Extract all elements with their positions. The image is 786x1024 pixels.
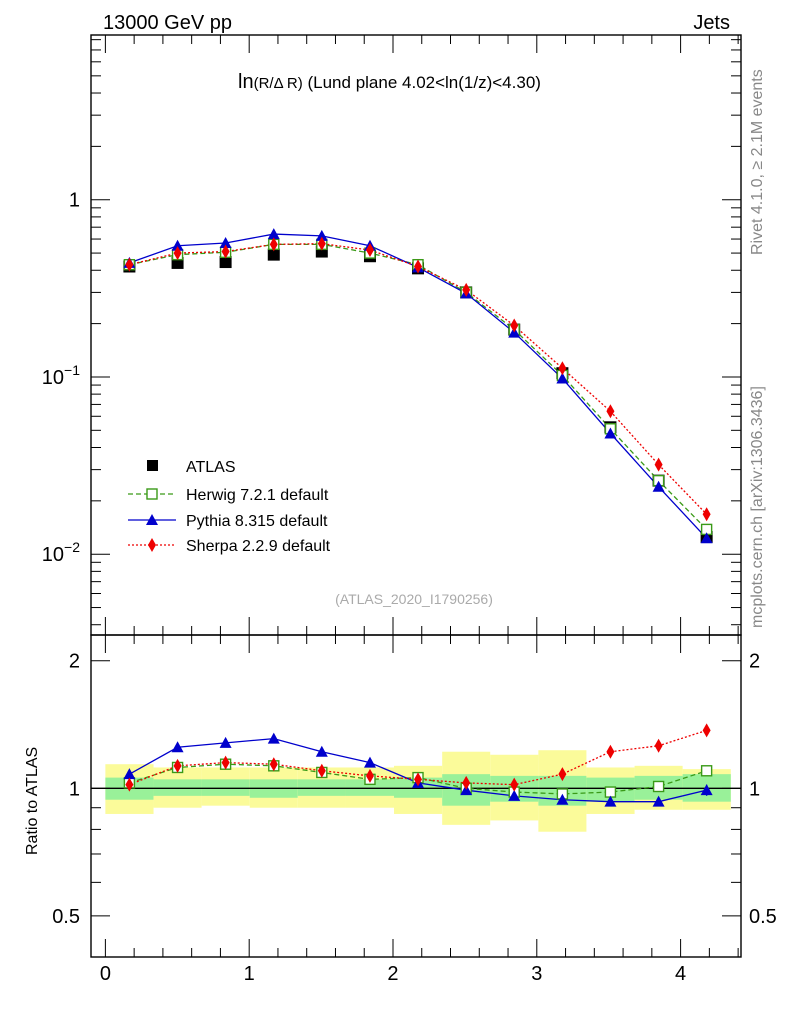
sherpa-point xyxy=(365,243,374,258)
pythia-point xyxy=(556,372,569,384)
pythia-ratio-point xyxy=(556,793,569,805)
sherpa-ratio-point xyxy=(414,772,423,787)
sherpa-point xyxy=(125,257,134,272)
atlas-data-point xyxy=(267,248,280,261)
main-y-tick-label: 10−1 xyxy=(42,362,80,389)
pythia-point xyxy=(652,480,665,492)
main-y-tick-label: 1 xyxy=(69,190,80,212)
sherpa-point xyxy=(221,244,230,259)
sherpa-point xyxy=(510,318,519,333)
ratio-uncertainty-bands xyxy=(91,750,741,832)
main-y-tick-exp: −2 xyxy=(64,539,80,555)
ratio-band-inner xyxy=(345,779,394,796)
sherpa-ratio-point xyxy=(702,723,711,738)
ratio-band-inner xyxy=(201,779,250,796)
chart-title: ln(R/Δ R) (Lund plane 4.02<ln(1/z)<4.30) xyxy=(238,71,541,93)
sherpa-ratio-point xyxy=(317,763,326,778)
ratio-series xyxy=(123,723,713,807)
mcplots-label: mcplots.cern.ch [arXiv:1306.3436] xyxy=(749,386,766,628)
legend: ATLAS Herwig 7.2.1 default Pythia 8.315 … xyxy=(128,459,331,555)
x-tick-label: 4 xyxy=(675,963,686,985)
pythia-point xyxy=(171,239,184,251)
main-series xyxy=(123,228,713,544)
pythia-point xyxy=(267,228,280,240)
herwig-ratio-point xyxy=(604,786,617,798)
sherpa-ratio-point xyxy=(654,738,663,753)
sherpa-ratio-point xyxy=(269,757,278,772)
ratio-y-tick-label-left: 0.5 xyxy=(52,906,80,928)
sherpa-point xyxy=(462,282,471,297)
sherpa-point xyxy=(606,404,615,419)
sherpa-ratio-point xyxy=(125,777,134,792)
sherpa-ratio-point xyxy=(510,777,519,792)
legend-label-pythia: Pythia 8.315 default xyxy=(186,513,328,530)
pythia-ratio-point xyxy=(267,732,280,744)
herwig-ratio-point xyxy=(700,765,713,777)
ratio-axes: 2 2 1 1 0.5 0.5 0 1 2 3 4 xyxy=(52,635,777,985)
legend-marker-herwig xyxy=(146,488,158,500)
sherpa-ratio-point xyxy=(558,767,567,782)
pythia-point xyxy=(700,532,713,544)
legend-marker-sherpa xyxy=(148,538,156,552)
sherpa-point xyxy=(317,236,326,251)
main-axes: 110−110−2 xyxy=(42,35,741,635)
x-tick-label: 0 xyxy=(100,963,111,985)
ratio-plot-frame xyxy=(90,634,742,958)
main-y-tick-label: 10−2 xyxy=(42,539,80,566)
ratio-y-tick-label-right: 0.5 xyxy=(749,906,777,928)
sherpa-ratio-point xyxy=(221,755,230,770)
ratio-y-tick-label-left: 1 xyxy=(69,778,80,800)
sherpa-point xyxy=(702,507,711,522)
pythia-point xyxy=(604,427,617,439)
ratio-axis-label: Ratio to ATLAS xyxy=(24,747,41,855)
title-frac: (R/Δ R) xyxy=(254,75,303,92)
pythia-ratio-point xyxy=(604,795,617,807)
ratio-band-inner xyxy=(153,779,202,796)
pythia-ratio-point xyxy=(700,784,713,796)
legend-label-atlas: ATLAS xyxy=(186,459,236,476)
pythia-ratio-point xyxy=(123,768,136,780)
x-tick-label: 3 xyxy=(531,963,542,985)
main-y-tick-base: 10 xyxy=(42,544,64,566)
pythia-ratio-point xyxy=(363,756,376,768)
x-tick-label: 1 xyxy=(244,963,255,985)
legend-marker-atlas xyxy=(147,460,158,471)
pythia-point xyxy=(315,229,328,241)
rivet-label: Rivet 4.1.0, ≥ 2.1M events xyxy=(749,69,766,255)
sherpa-ratio-point xyxy=(173,758,182,773)
legend-marker-pythia xyxy=(146,514,158,525)
sherpa-point xyxy=(269,237,278,252)
ratio-y-tick-label-left: 2 xyxy=(69,651,80,673)
main-y-tick-exp: −1 xyxy=(64,362,80,378)
pythia-ratio-point xyxy=(171,741,184,753)
sherpa-ratio-point xyxy=(365,768,374,783)
title-ln: ln xyxy=(238,71,254,93)
sherpa-point xyxy=(173,246,182,261)
pythia-ratio-point xyxy=(219,736,232,748)
sherpa-point xyxy=(558,361,567,376)
ratio-y-tick-label-right: 1 xyxy=(749,778,760,800)
main-y-tick-base: 10 xyxy=(42,367,64,389)
process-label: Jets xyxy=(693,12,730,34)
x-tick-label: 2 xyxy=(387,963,398,985)
legend-label-herwig: Herwig 7.2.1 default xyxy=(186,487,329,504)
legend-label-sherpa: Sherpa 2.2.9 default xyxy=(186,538,331,555)
ratio-band-inner xyxy=(297,779,346,796)
herwig-ratio-point xyxy=(652,780,665,793)
analysis-watermark: (ATLAS_2020_I1790256) xyxy=(335,591,493,607)
ratio-y-tick-label-right: 2 xyxy=(749,651,760,673)
pythia-point xyxy=(219,236,232,248)
pythia-ratio-point xyxy=(315,745,328,757)
atlas-data-point xyxy=(219,256,232,269)
main-y-tick-base: 1 xyxy=(69,190,80,212)
pythia-ratio-point xyxy=(508,789,521,801)
pythia-ratio-point xyxy=(652,795,665,807)
title-rest: (Lund plane 4.02<ln(1/z)<4.30) xyxy=(303,73,541,92)
sherpa-point xyxy=(654,457,663,472)
sherpa-ratio-point xyxy=(606,744,615,759)
energy-label: 13000 GeV pp xyxy=(103,12,232,34)
sherpa-point xyxy=(414,259,423,274)
sherpa-ratio-point xyxy=(462,775,471,790)
